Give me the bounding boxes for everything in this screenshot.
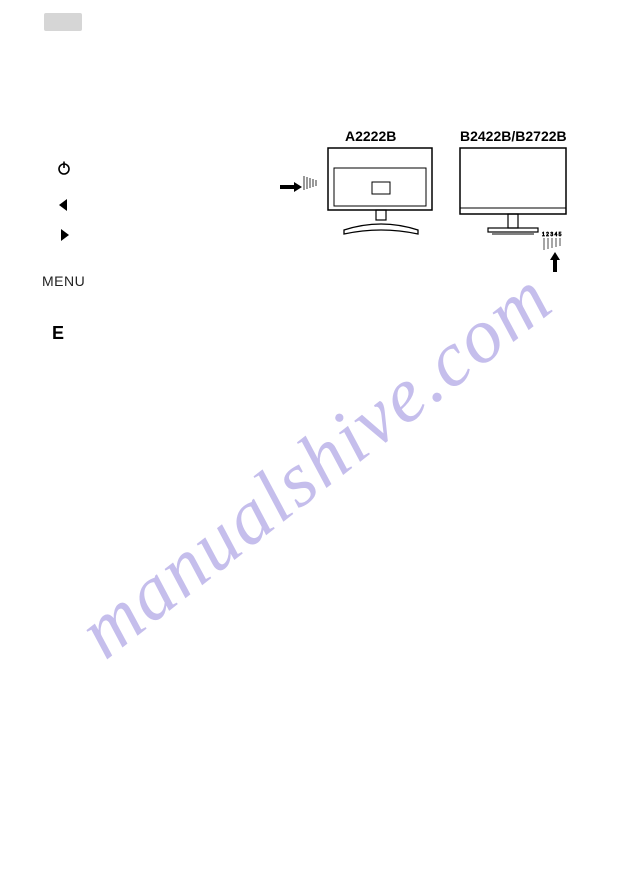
pins-label: 1 2 3 4 5 (542, 232, 562, 238)
monitor-diagram-b2422b: 1 2 3 4 5 (458, 146, 588, 276)
model-label-b2422b: B2422B/B2722B (460, 128, 567, 144)
menu-label: MENU (42, 273, 85, 289)
model-label-a2222b: A2222B (345, 128, 396, 144)
watermark-text: manualshive.com (61, 252, 569, 676)
monitor-diagram-a2222b (278, 146, 438, 246)
power-icon (52, 160, 76, 176)
page-badge (44, 13, 82, 31)
triangle-left-icon (52, 198, 76, 212)
triangle-right-icon (52, 228, 76, 242)
e-label: E (52, 323, 64, 344)
